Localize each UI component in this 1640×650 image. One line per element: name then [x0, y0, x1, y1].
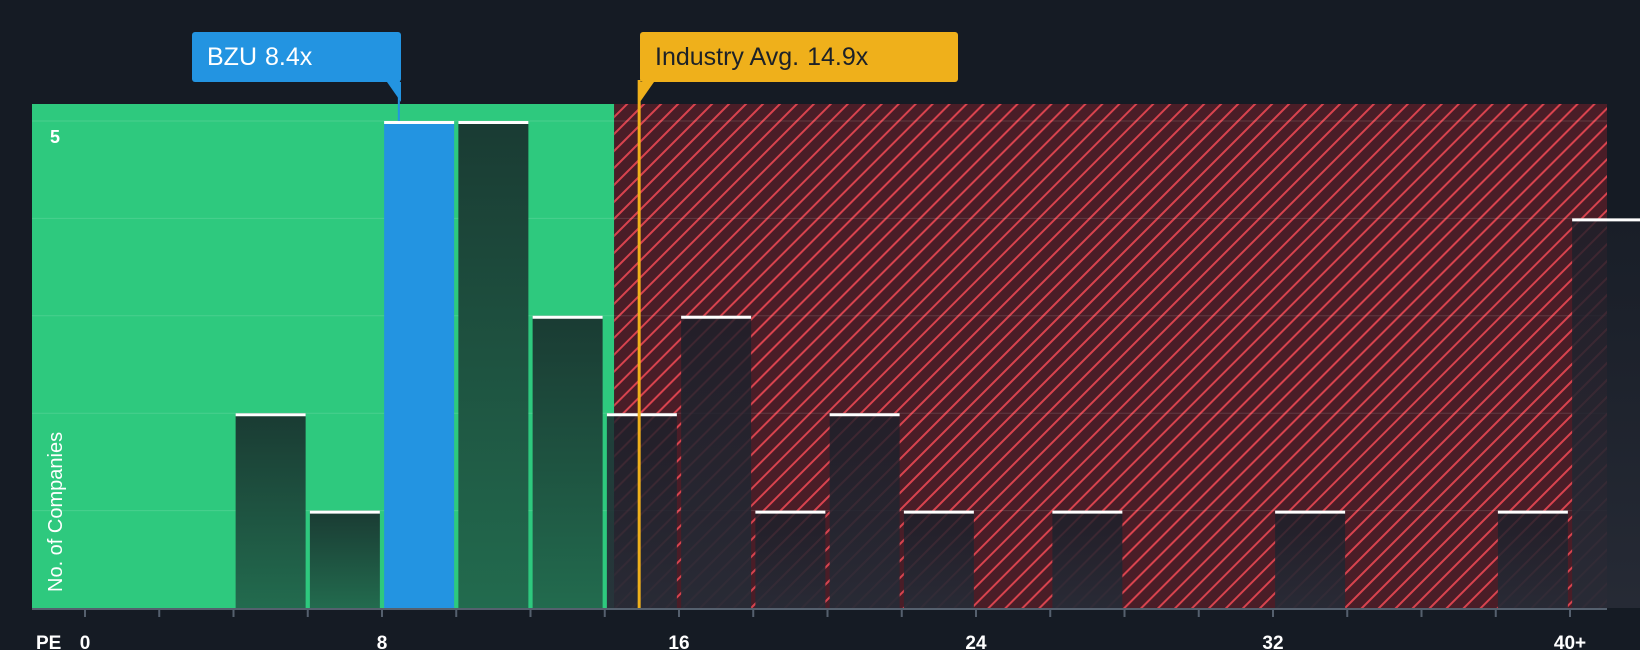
- x-axis-metric-label: PE: [36, 633, 61, 650]
- industry-avg-value: 14.9x: [807, 42, 869, 71]
- histogram-bar: [235, 413, 306, 608]
- industry-callout-pointer: [640, 82, 654, 102]
- histogram-bar: [903, 510, 974, 608]
- histogram-bar: [681, 315, 752, 608]
- histogram-bar: [1497, 510, 1568, 608]
- x-tick-label: 0: [80, 633, 91, 650]
- histogram-bar: [309, 510, 380, 608]
- industry-avg-callout: Industry Avg. 14.9x: [640, 32, 958, 102]
- company-pe-value: 8.4x: [265, 42, 313, 71]
- x-tick-label: 24: [965, 633, 987, 650]
- x-tick-label: 32: [1262, 633, 1283, 650]
- y-tick-label: 5: [50, 127, 60, 147]
- x-tick-label: 40+: [1554, 633, 1586, 650]
- industry-avg-name: Industry Avg.: [655, 42, 800, 71]
- histogram-bar: [606, 413, 677, 608]
- histogram-bar: [458, 121, 529, 608]
- histogram-bar: [532, 315, 603, 608]
- company-name: BZU: [207, 42, 257, 71]
- company-callout-pointer: [387, 82, 401, 102]
- histogram-bar: [829, 413, 900, 608]
- company-pe-callout: BZU 8.4x: [192, 32, 401, 102]
- histogram-bars: [235, 121, 1640, 608]
- histogram-bar: [1275, 510, 1346, 608]
- histogram-bar: [1052, 510, 1123, 608]
- x-axis-ticks: 0 8 16 24 32 40+: [80, 609, 1586, 650]
- histogram-bar: [1572, 218, 1640, 608]
- histogram-bar: [384, 121, 455, 608]
- x-tick-label: 8: [377, 633, 388, 650]
- x-tick-label: 16: [668, 633, 689, 650]
- histogram-bar: [755, 510, 826, 608]
- y-axis-label: No. of Companies: [45, 432, 67, 592]
